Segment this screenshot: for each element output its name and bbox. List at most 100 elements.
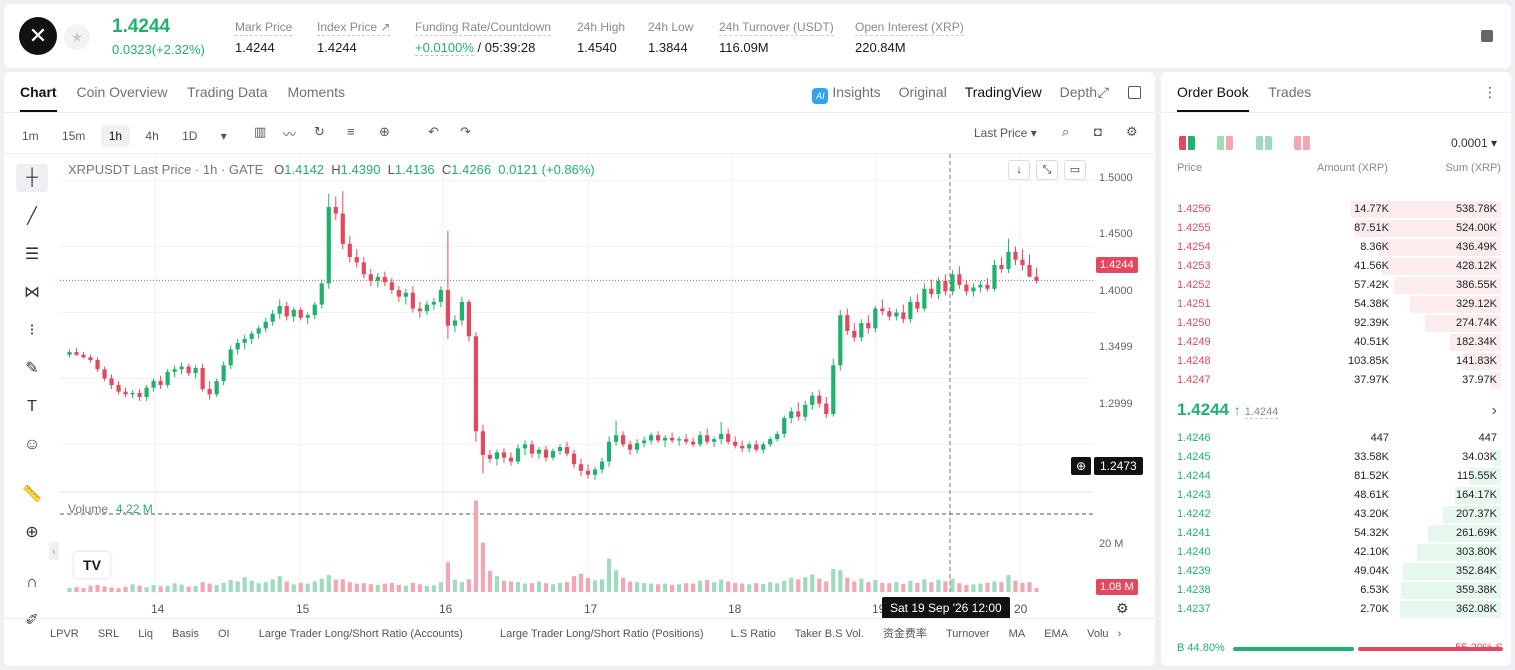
scroll-down-icon[interactable]: ↓ [1008, 160, 1030, 180]
indicator-icon[interactable]: 〰 [283, 127, 297, 142]
add-indicator-icon[interactable]: ⊕ [379, 124, 390, 139]
zoom-in-tool-icon[interactable]: ⊕ [25, 524, 39, 541]
tf-1m[interactable]: 1m [22, 129, 39, 143]
tf-1d[interactable]: 1D [182, 129, 198, 143]
text-tool-icon[interactable]: T [27, 398, 37, 415]
view-both-icon[interactable] [1179, 136, 1195, 150]
ask-row[interactable]: 1.4253 41.56K 428.12K [1169, 257, 1501, 276]
notes-icon[interactable] [1481, 30, 1493, 42]
ask-row[interactable]: 1.4250 92.39K 274.74K [1169, 314, 1501, 333]
brush-tool-icon[interactable]: ✎ [25, 360, 39, 377]
favorite-star-icon[interactable]: ★ [64, 24, 90, 50]
scroll-right-icon[interactable]: › [1117, 628, 1122, 640]
settings-gear-icon[interactable]: ⚙ [1126, 124, 1138, 139]
ask-row[interactable]: 1.4252 57.42K 386.55K [1169, 276, 1501, 295]
bid-row[interactable]: 1.4242 43.20K 207.37K [1169, 505, 1501, 524]
stat-label[interactable]: 24h Turnover (USDT) [719, 20, 834, 36]
maximize-pane-icon[interactable]: ▭ [1064, 160, 1086, 180]
bid-row[interactable]: 1.4246 447 447 [1169, 429, 1501, 448]
collapse-toolbar-icon[interactable]: ‹ [49, 542, 59, 560]
insights-button[interactable]: AI Insights [812, 84, 881, 104]
bid-row[interactable]: 1.4241 54.32K 261.69K [1169, 524, 1501, 543]
stat-label[interactable]: Open Interest (XRP) [855, 20, 964, 36]
bid-row[interactable]: 1.4245 33.58K 34.03K [1169, 448, 1501, 467]
collapse-icon[interactable]: ⤡ [1036, 160, 1058, 180]
funding-rate-value[interactable]: +0.0100% [415, 40, 474, 56]
mid-price[interactable]: 1.4244 ↑ 1.4244 [1177, 400, 1279, 420]
chevron-right-icon[interactable]: › [1491, 402, 1497, 419]
indicator-item[interactable]: MA [1008, 628, 1026, 640]
view-tradingview[interactable]: TradingView [964, 84, 1042, 100]
view-depth[interactable]: Depth [1059, 84, 1097, 100]
bid-row[interactable]: 1.4243 48.61K 164.17K [1169, 486, 1501, 505]
ask-row[interactable]: 1.4255 87.51K 524.00K [1169, 219, 1501, 238]
stat-label[interactable]: Mark Price [235, 20, 293, 36]
trendline-tool-icon[interactable]: ╱ [27, 208, 37, 225]
replay-icon[interactable]: ↻ [314, 124, 325, 139]
precision-select[interactable]: 0.0001 ▾ [1450, 136, 1497, 150]
price-type-select[interactable]: Last Price ▾ [974, 126, 1037, 140]
candle-type-icon[interactable]: ▥ [254, 124, 267, 139]
tab-order-book[interactable]: Order Book [1177, 84, 1249, 100]
candlestick-chart[interactable] [60, 154, 1094, 594]
pattern-tool-icon[interactable]: ⋈ [24, 284, 40, 301]
ask-row[interactable]: 1.4247 37.97K 37.97K [1169, 371, 1501, 390]
pencil-lock-icon[interactable]: ✐ [25, 612, 39, 629]
tf-dropdown-icon[interactable]: ▾ [220, 129, 227, 143]
indicator-item[interactable]: 资金费率 [882, 628, 927, 640]
ask-row[interactable]: 1.4251 54.38K 329.12K [1169, 295, 1501, 314]
indicator-item[interactable]: Basis [172, 628, 199, 640]
expand-icon[interactable]: ⤢ [1097, 84, 1109, 100]
indicator-item[interactable]: LPVR [50, 628, 79, 640]
bid-row[interactable]: 1.4237 2.70K 362.08K [1169, 600, 1501, 619]
camera-icon[interactable]: ◘ [1094, 124, 1102, 139]
chart-settings-icon[interactable]: ⚙ [1116, 600, 1129, 616]
more-icon[interactable]: ⋮ [1483, 84, 1497, 100]
crosshair-tool-icon[interactable]: ┼ [16, 164, 48, 192]
tf-1h[interactable]: 1h [100, 125, 131, 147]
tab-trades[interactable]: Trades [1268, 84, 1312, 100]
add-alert-icon[interactable]: ⊕ [1071, 457, 1091, 475]
indicator-item[interactable]: L.S Ratio [730, 628, 776, 640]
bid-row[interactable]: 1.4239 49.04K 352.84K [1169, 562, 1501, 581]
undo-icon[interactable]: ↶ [428, 124, 439, 139]
tab-coin-overview[interactable]: Coin Overview [76, 84, 168, 100]
exchange-logo[interactable]: ✕ [19, 17, 57, 55]
emoji-tool-icon[interactable]: ☺ [23, 436, 41, 453]
ask-row[interactable]: 1.4248 103.85K 141.83K [1169, 352, 1501, 371]
indicator-item[interactable]: Large Trader Long/Short Ratio (Positions… [499, 628, 704, 640]
tradingview-logo[interactable]: TV [74, 552, 110, 578]
stat-label[interactable]: Index Price ↗ [317, 20, 391, 36]
indicator-item[interactable]: Large Trader Long/Short Ratio (Accounts) [258, 628, 463, 640]
view-split-icon[interactable] [1217, 136, 1234, 150]
bid-row[interactable]: 1.4240 42.10K 303.80K [1169, 543, 1501, 562]
indicator-item[interactable]: Liq [138, 628, 153, 640]
indicator-item[interactable]: EMA [1044, 628, 1069, 640]
redo-icon[interactable]: ↷ [460, 124, 471, 139]
indicator-item[interactable]: Volu [1087, 628, 1109, 640]
fib-tool-icon[interactable]: ☰ [24, 246, 40, 263]
search-icon[interactable]: ⌕ [1062, 124, 1070, 139]
ask-row[interactable]: 1.4256 14.77K 538.78K [1169, 200, 1501, 219]
indicator-item[interactable]: OI [218, 628, 230, 640]
view-asks-icon[interactable] [1294, 136, 1311, 150]
tab-trading-data[interactable]: Trading Data [187, 84, 268, 100]
bid-row[interactable]: 1.4244 81.52K 115.55K [1169, 467, 1501, 486]
tab-moments[interactable]: Moments [287, 84, 346, 100]
magnet-tool-icon[interactable]: ∩ [26, 574, 38, 591]
indicator-item[interactable]: SRL [97, 628, 120, 640]
indicator-item[interactable]: Taker B.S Vol. [794, 628, 864, 640]
tab-chart[interactable]: Chart [20, 84, 57, 100]
template-icon[interactable]: ≡ [347, 124, 355, 139]
ask-row[interactable]: 1.4249 40.51K 182.34K [1169, 333, 1501, 352]
view-bids-icon[interactable] [1255, 136, 1272, 150]
ask-row[interactable]: 1.4254 8.36K 436.49K [1169, 238, 1501, 257]
stat-label[interactable]: Funding Rate/Countdown [415, 20, 552, 36]
tf-15m[interactable]: 15m [62, 129, 86, 143]
window-icon[interactable] [1128, 86, 1141, 99]
view-original[interactable]: Original [898, 84, 947, 100]
bid-row[interactable]: 1.4238 6.53K 359.38K [1169, 581, 1501, 600]
projection-tool-icon[interactable]: ⁝ [29, 322, 35, 339]
ruler-tool-icon[interactable]: 📏 [22, 486, 42, 503]
indicator-item[interactable]: Turnover [945, 628, 990, 640]
